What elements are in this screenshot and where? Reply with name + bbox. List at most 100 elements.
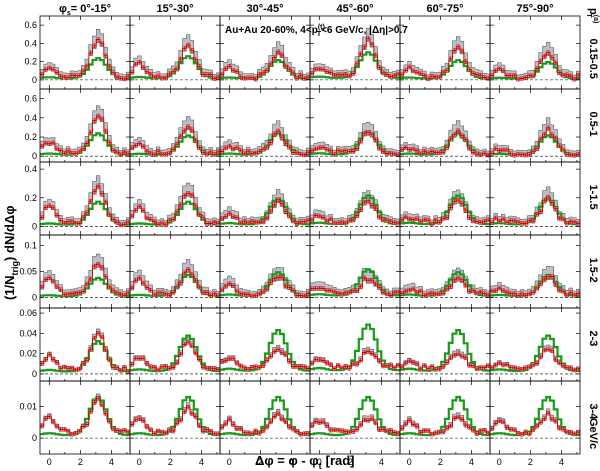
row-label: 0.5-1: [587, 112, 599, 137]
panel-grid: φs= 0°-15° 15°-30° 30°-45° 45°-60° 60°-75° 75…: [19, 3, 599, 467]
panel-plot-area: [40, 393, 130, 439]
column-title: 45°-60°: [337, 3, 374, 15]
panel: [309, 161, 401, 236]
panel-plot-area: [400, 189, 490, 227]
figure-annotation: Au+Au 20-60%, 4<p(t) T<6 GeV/c, |Δη|>0.7: [225, 24, 408, 38]
x-tick-label: 4: [379, 457, 384, 467]
data-line: [220, 276, 310, 297]
panel-frame: [489, 380, 581, 455]
panel-plot-area: [310, 395, 400, 439]
y-tick-label: 0.06: [19, 308, 37, 318]
panel-plot-area: [220, 41, 310, 82]
y-tick-label: 0.05: [19, 267, 37, 277]
data-line: [130, 269, 220, 297]
row-label: 0.15-0.5: [587, 39, 599, 79]
background-model-line: [220, 132, 310, 156]
panel: [219, 15, 311, 90]
data-line: [310, 277, 400, 296]
x-tick-label: 4: [109, 457, 114, 467]
panel-frame: [399, 380, 491, 455]
panel-frame: [309, 161, 401, 236]
panel-plot-area: [310, 121, 400, 157]
panel-plot-area: [40, 253, 130, 298]
panel-plot-area: [40, 328, 130, 375]
panel: [129, 307, 221, 382]
panel-plot-area: [40, 105, 130, 158]
panel-plot-area: [130, 116, 220, 157]
x-tick-label: 4: [199, 457, 204, 467]
x-tick-label: 2: [438, 457, 443, 467]
column-title: 15°-30°: [157, 3, 194, 15]
panel: [489, 234, 581, 309]
row-label: 3-4: [587, 404, 599, 421]
panel: [399, 161, 491, 236]
data-line: [490, 196, 580, 225]
panel: [489, 307, 581, 382]
background-model-line: [310, 130, 400, 156]
panel-plot-area: [310, 323, 400, 375]
data-line: [490, 412, 580, 435]
panel: [489, 88, 581, 163]
panel-plot-area: [490, 186, 580, 227]
data-line: [220, 349, 310, 370]
data-line: [130, 341, 220, 371]
background-model-line: [400, 329, 490, 372]
panel-plot-area: [490, 334, 580, 375]
panel-plot-area: [130, 259, 220, 298]
panel: [399, 307, 491, 382]
y-tick-label: 0.01: [19, 401, 37, 411]
data-line: [40, 185, 130, 226]
background-model-line: [490, 395, 580, 437]
y-tick-label: 0: [32, 293, 37, 303]
row-label: 1-1.5: [587, 185, 599, 210]
panel: [219, 88, 311, 163]
panel: [399, 380, 491, 455]
panel-frame: [399, 234, 491, 309]
y-tick-label: 0: [32, 433, 37, 443]
panel-plot-area: [40, 29, 130, 82]
data-line: [310, 418, 400, 434]
panel-plot-area: [400, 120, 490, 158]
panel-frame: [309, 234, 401, 309]
x-tick-label: 0: [47, 457, 52, 467]
x-axis-title: Δφ = φ - φt [rad]: [255, 453, 355, 471]
x-tick-label: 0: [137, 457, 142, 467]
data-line: [310, 200, 400, 224]
panel: [489, 161, 581, 236]
x-tick-label: 2: [348, 457, 353, 467]
data-line: [130, 406, 220, 435]
x-tick-label: 0: [407, 457, 412, 467]
x-tick-label: 4: [559, 457, 564, 467]
data-line: [400, 46, 490, 80]
y-tick-label: 0: [32, 369, 37, 379]
data-line: [40, 39, 130, 80]
panel: [39, 380, 131, 455]
data-line: [310, 37, 400, 78]
background-model-line: [400, 132, 490, 156]
x-tick-label: 4: [289, 457, 294, 467]
background-model-line: [400, 395, 490, 437]
data-line: [130, 192, 220, 226]
panel-plot-area: [400, 329, 490, 375]
background-model-line: [310, 323, 400, 372]
panel-frame: [399, 161, 491, 236]
y-tick-label: 0.2: [24, 193, 37, 203]
panel-plot-area: [490, 395, 580, 439]
panel: [219, 161, 311, 236]
panel-plot-area: [220, 189, 310, 227]
data-line: [400, 277, 490, 296]
panel-plot-area: [310, 190, 400, 227]
data-line: [400, 130, 490, 156]
y-tick-label: 0.1: [24, 240, 37, 250]
panel-plot-area: [220, 267, 310, 299]
background-model-line: [310, 194, 400, 226]
column-prefix: φ: [59, 3, 67, 15]
panel: [39, 161, 131, 236]
x-tick-label: 2: [258, 457, 263, 467]
panel-plot-area: [130, 182, 220, 228]
panel-plot-area: [130, 334, 220, 375]
panel: [309, 88, 401, 163]
column-prefix-sub: s: [67, 10, 71, 17]
data-line: [40, 263, 130, 296]
